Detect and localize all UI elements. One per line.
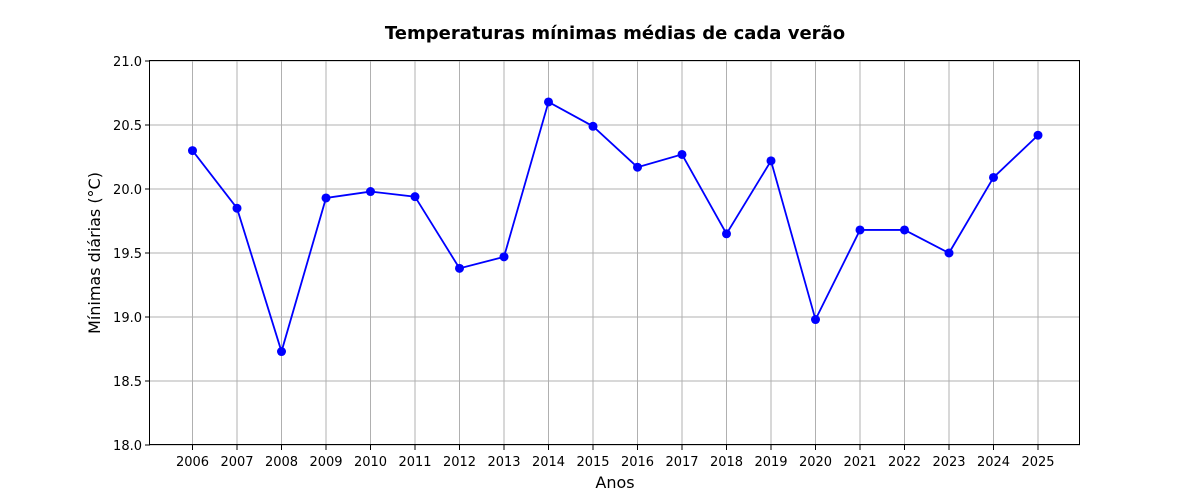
x-tick-label: 2019 xyxy=(754,455,787,470)
data-point xyxy=(900,225,909,235)
y-tick-label: 20.0 xyxy=(113,183,142,198)
y-axis-label: Mínimas diárias (°C) xyxy=(85,172,104,334)
data-point xyxy=(722,229,731,239)
x-tick-label: 2009 xyxy=(309,455,342,470)
y-tick-label: 19.0 xyxy=(113,311,142,326)
data-point xyxy=(410,192,420,202)
x-tick-label: 2010 xyxy=(354,455,387,470)
x-tick-label: 2023 xyxy=(932,455,965,470)
data-point xyxy=(1033,130,1043,140)
series-line xyxy=(191,100,1039,355)
data-point xyxy=(544,97,553,107)
x-tick-label: 2018 xyxy=(710,455,743,470)
x-tick-label: 2014 xyxy=(532,455,565,470)
data-point xyxy=(588,121,598,131)
x-tick-label: 2020 xyxy=(799,455,832,470)
x-tick-label: 2012 xyxy=(443,455,476,470)
x-axis-label: Anos xyxy=(595,473,634,492)
chart-title: Temperaturas mínimas médias de cada verã… xyxy=(385,23,845,44)
data-point xyxy=(944,248,954,258)
data-point xyxy=(855,225,865,235)
y-tick-label: 18.0 xyxy=(113,439,142,454)
x-tick-label: 2021 xyxy=(843,455,876,470)
y-axis-ticks: 18.0 18.5 19.0 19.5 20.0 20.5 21.0 xyxy=(113,55,150,454)
data-point xyxy=(321,193,331,203)
data-point xyxy=(633,162,642,172)
x-tick-label: 2011 xyxy=(398,455,431,470)
x-tick-label: 2016 xyxy=(621,455,654,470)
x-tick-label: 2025 xyxy=(1021,455,1054,470)
plot-frame xyxy=(149,60,1080,445)
data-point xyxy=(766,156,776,166)
data-point xyxy=(232,203,242,213)
data-point xyxy=(188,146,197,156)
x-tick-label: 2006 xyxy=(176,455,209,470)
data-point xyxy=(811,315,820,325)
x-tick-label: 2007 xyxy=(220,455,253,470)
x-tick-label: 2024 xyxy=(977,455,1010,470)
data-point xyxy=(677,149,687,159)
data-point xyxy=(277,347,286,357)
y-tick-label: 20.5 xyxy=(113,119,142,134)
y-tick-label: 19.5 xyxy=(113,247,142,262)
x-tick-label: 2013 xyxy=(487,455,520,470)
series-layer xyxy=(188,97,1043,357)
x-tick-label: 2017 xyxy=(665,455,698,470)
x-axis-ticks: 2006 2007 2008 2009 2010 2011 2012 2013 2014 2015… xyxy=(176,445,1055,470)
x-tick-label: 2015 xyxy=(576,455,609,470)
y-tick-label: 21.0 xyxy=(113,55,142,70)
x-tick-label: 2022 xyxy=(888,455,921,470)
data-point xyxy=(989,172,998,182)
data-point xyxy=(455,263,464,273)
x-tick-label: 2008 xyxy=(265,455,298,470)
y-tick-label: 18.5 xyxy=(113,375,142,390)
data-point xyxy=(499,252,509,262)
data-point xyxy=(366,187,375,197)
